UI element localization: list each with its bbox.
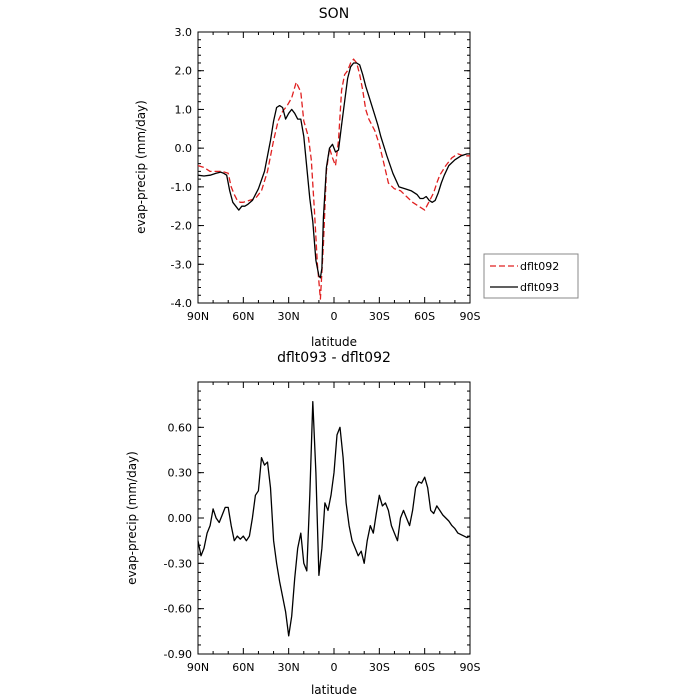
y-tick-label: 1.0 (175, 103, 193, 116)
series-line-dflt093 (197, 62, 470, 279)
y-tick-label: 0.00 (168, 512, 193, 525)
series-line-diff-0 (197, 400, 471, 637)
x-tick-label: 30S (369, 310, 390, 323)
y-tick-label: -2.0 (171, 220, 192, 233)
panel-title: SON (319, 6, 349, 22)
legend: dflt092 dflt093 (483, 253, 579, 299)
x-tick-label: 60N (232, 661, 254, 674)
y-tick-label: 2.0 (175, 65, 193, 78)
legend-label-dflt092: dflt092 (520, 260, 559, 273)
x-axis-title: latitude (311, 683, 357, 697)
plot-frame (197, 381, 471, 655)
y-tick-label: 0.60 (168, 421, 193, 434)
x-tick-label: 60S (414, 661, 435, 674)
panel-title: dflt093 - dflt092 (277, 350, 391, 366)
x-tick-label: 0 (331, 661, 338, 674)
x-tick-label: 90N (187, 661, 209, 674)
plot-frame (197, 31, 471, 304)
x-tick-label: 90S (460, 310, 481, 323)
series-line-dflt092 (197, 58, 470, 300)
y-tick-label: 0.0 (175, 142, 193, 155)
y-tick-label: -0.90 (164, 648, 192, 661)
x-tick-label: 60S (414, 310, 435, 323)
y-tick-label: -0.60 (164, 603, 192, 616)
x-tick-label: 90N (187, 310, 209, 323)
x-tick-label: 0 (331, 310, 338, 323)
y-axis-title: evap-precip (mm/day) (125, 451, 139, 585)
y-tick-label: 0.30 (168, 467, 193, 480)
x-tick-label: 90S (460, 661, 481, 674)
x-tick-label: 30S (369, 661, 390, 674)
panel-son: SON 90N 60N 30N 0 30S 60S 90S 3.0 2.0 1.0 0.0 -1.0… (134, 6, 579, 349)
y-axis-title: evap-precip (mm/day) (134, 100, 148, 234)
y-tick-label: -4.0 (171, 297, 192, 310)
x-tick-label: 30N (278, 310, 300, 323)
legend-box (483, 253, 579, 299)
y-tick-label: -3.0 (171, 258, 192, 271)
y-tick-label: 3.0 (175, 26, 193, 39)
y-tick-label: -1.0 (171, 181, 192, 194)
x-tick-label: 60N (232, 310, 254, 323)
panel-difference: dflt093 - dflt092 90N 60N 30N 0 30S 60S 90S 0.… (125, 350, 481, 697)
y-tick-label: -0.30 (164, 557, 192, 570)
legend-label-dflt093: dflt093 (520, 281, 559, 294)
x-tick-label: 30N (278, 661, 300, 674)
x-axis-title: latitude (311, 335, 357, 349)
